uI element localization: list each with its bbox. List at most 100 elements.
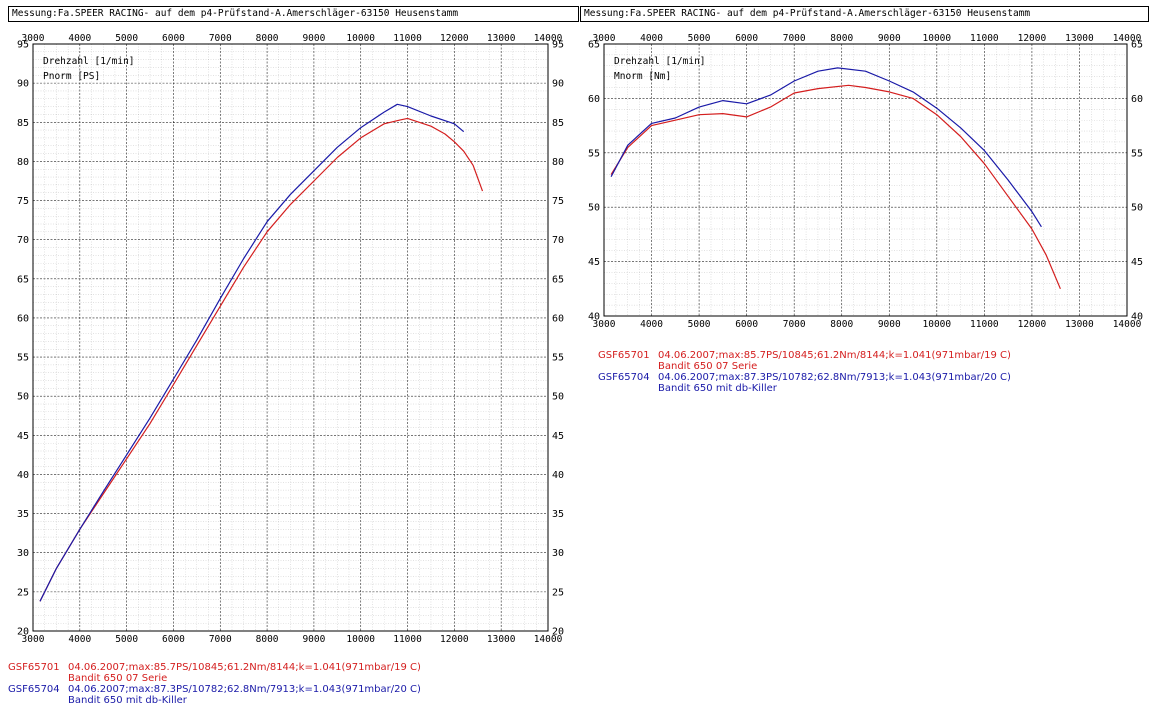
plot-frame — [32, 43, 549, 632]
y-tick-label: 95 — [552, 40, 564, 51]
y-tick-label: 20 — [552, 627, 564, 638]
y-tick-label: 85 — [552, 118, 564, 129]
x-tick-label: 12000 — [440, 33, 469, 44]
legend-sub: Bandit 650 07 Serie — [658, 361, 758, 372]
legend-id: GSF65704 — [598, 372, 650, 383]
x-tick-label: 13000 — [487, 634, 516, 645]
y-tick-label: 35 — [17, 509, 29, 520]
x-tick-label: 9000 — [302, 634, 325, 645]
x-tick-label: 3000 — [593, 33, 616, 44]
y-tick-label: 45 — [552, 431, 564, 442]
x-tick-label: 10000 — [346, 634, 375, 645]
y-tick-label: 60 — [17, 313, 29, 324]
x-tick-label: 12000 — [1018, 319, 1047, 330]
y-axis-label: Pnorm [PS] — [43, 71, 100, 82]
x-tick-label: 9000 — [878, 33, 901, 44]
x-tick-label: 3000 — [22, 33, 45, 44]
series-line-GSF65704 — [610, 67, 1042, 228]
x-tick-label: 3000 — [593, 319, 616, 330]
x-tick-label: 13000 — [1065, 319, 1094, 330]
x-tick-label: 8000 — [256, 33, 279, 44]
y-tick-label: 90 — [552, 79, 564, 90]
x-tick-label: 5000 — [115, 33, 138, 44]
x-tick-label: 11000 — [970, 33, 999, 44]
legend-id: GSF65701 — [598, 350, 650, 361]
x-tick-label: 14000 — [534, 33, 563, 44]
x-tick-label: 12000 — [440, 634, 469, 645]
x-tick-label: 4000 — [640, 319, 663, 330]
x-tick-label: 6000 — [735, 319, 758, 330]
left-legend: GSF65701 04.06.2007;max:85.7PS/10845;61.2… — [8, 662, 421, 706]
y-tick-label: 50 — [17, 392, 29, 403]
x-tick-label: 8000 — [256, 634, 279, 645]
x-tick-label: 4000 — [68, 634, 91, 645]
legend-entry: GSF65704 04.06.2007;max:87.3PS/10782;62.8… — [8, 684, 421, 706]
x-tick-label: 10000 — [923, 319, 952, 330]
x-tick-label: 9000 — [878, 319, 901, 330]
y-tick-label: 70 — [552, 235, 564, 246]
series-line-GSF65701 — [610, 84, 1061, 290]
y-tick-label: 25 — [17, 587, 29, 598]
y-tick-label: 85 — [17, 118, 29, 129]
legend-entry: GSF65701 04.06.2007;max:85.7PS/10845;61.2… — [598, 350, 1011, 372]
y-axis-label: Mnorm [Nm] — [614, 71, 671, 82]
y-tick-label: 75 — [552, 196, 564, 207]
legend-line: 04.06.2007;max:87.3PS/10782;62.8Nm/7913;… — [68, 684, 421, 695]
x-tick-label: 7000 — [783, 33, 806, 44]
y-tick-label: 55 — [588, 148, 600, 159]
y-tick-label: 50 — [588, 203, 600, 214]
legend-sub: Bandit 650 mit db-Killer — [68, 695, 187, 706]
x-tick-label: 6000 — [162, 634, 185, 645]
y-tick-label: 40 — [588, 312, 600, 323]
series-line-GSF65701 — [39, 117, 484, 602]
y-tick-label: 65 — [17, 274, 29, 285]
right-legend: GSF65701 04.06.2007;max:85.7PS/10845;61.2… — [598, 350, 1011, 394]
y-tick-label: 75 — [17, 196, 29, 207]
y-tick-label: 60 — [552, 313, 564, 324]
series-line-GSF65704 — [39, 103, 465, 602]
x-tick-label: 4000 — [68, 33, 91, 44]
x-axis-label: Drehzahl [1/min] — [43, 56, 135, 67]
x-tick-label: 8000 — [830, 33, 853, 44]
legend-id: GSF65701 — [8, 662, 60, 673]
x-tick-label: 5000 — [688, 319, 711, 330]
x-tick-label: 14000 — [1113, 319, 1142, 330]
y-tick-label: 55 — [17, 353, 29, 364]
y-tick-label: 30 — [552, 548, 564, 559]
legend-sub: Bandit 650 mit db-Killer — [658, 383, 777, 394]
legend-line: 04.06.2007;max:85.7PS/10845;61.2Nm/8144;… — [68, 662, 421, 673]
legend-entry: GSF65704 04.06.2007;max:87.3PS/10782;62.8… — [598, 372, 1011, 394]
x-tick-label: 5000 — [115, 634, 138, 645]
y-tick-label: 95 — [17, 40, 29, 51]
right-chart-header: Messung:Fa.SPEER RACING- auf dem p4-Prüf… — [580, 6, 1149, 22]
y-tick-label: 65 — [1131, 40, 1143, 51]
y-tick-label: 45 — [17, 431, 29, 442]
legend-sub: Bandit 650 07 Serie — [68, 673, 168, 684]
x-tick-label: 11000 — [393, 634, 422, 645]
left-chart-header: Messung:Fa.SPEER RACING- auf dem p4-Prüf… — [8, 6, 579, 22]
legend-line: 04.06.2007;max:87.3PS/10782;62.8Nm/7913;… — [658, 372, 1011, 383]
y-tick-label: 55 — [552, 353, 564, 364]
x-tick-label: 11000 — [970, 319, 999, 330]
legend-entry: GSF65701 04.06.2007;max:85.7PS/10845;61.2… — [8, 662, 421, 684]
y-tick-label: 45 — [588, 257, 600, 268]
y-tick-label: 55 — [1131, 148, 1143, 159]
y-tick-label: 60 — [588, 94, 600, 105]
x-tick-label: 13000 — [1065, 33, 1094, 44]
legend-line: 04.06.2007;max:85.7PS/10845;61.2Nm/8144;… — [658, 350, 1011, 361]
x-tick-label: 14000 — [534, 634, 563, 645]
x-tick-label: 12000 — [1018, 33, 1047, 44]
x-tick-label: 13000 — [487, 33, 516, 44]
x-tick-label: 8000 — [830, 319, 853, 330]
x-tick-label: 7000 — [209, 33, 232, 44]
y-tick-label: 40 — [1131, 312, 1143, 323]
x-tick-label: 11000 — [393, 33, 422, 44]
x-tick-label: 10000 — [923, 33, 952, 44]
y-tick-label: 80 — [552, 157, 564, 168]
x-tick-label: 3000 — [22, 634, 45, 645]
y-tick-label: 70 — [17, 235, 29, 246]
y-tick-label: 35 — [552, 509, 564, 520]
y-tick-label: 50 — [1131, 203, 1143, 214]
y-tick-label: 60 — [1131, 94, 1143, 105]
